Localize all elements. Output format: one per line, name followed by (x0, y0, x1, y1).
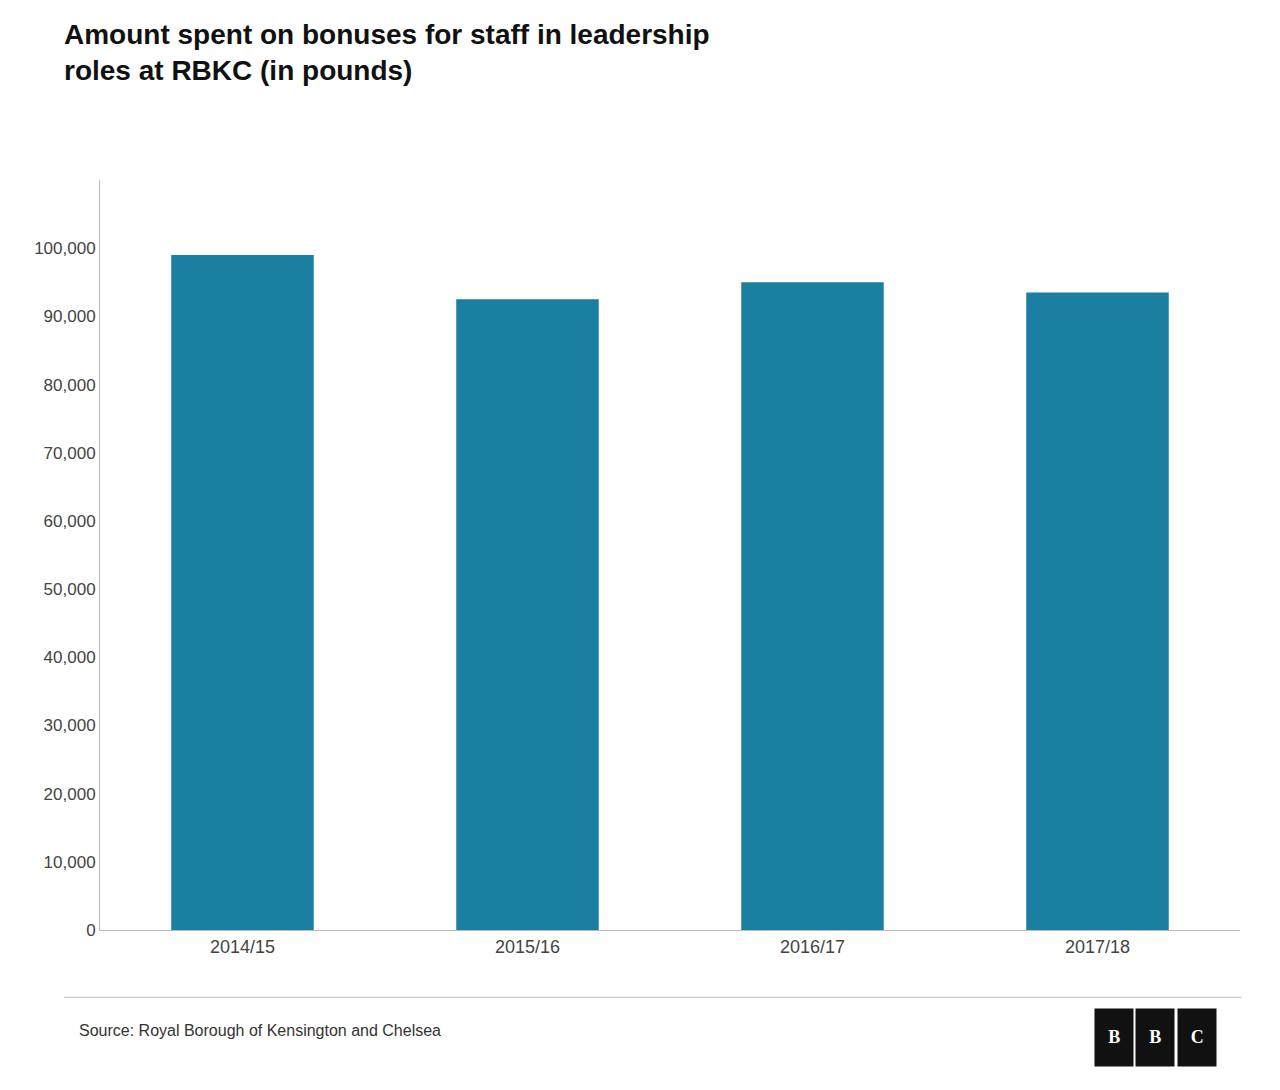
svg-text:2016/17: 2016/17 (780, 937, 845, 957)
svg-text:70,000: 70,000 (44, 444, 96, 463)
svg-text:C: C (1191, 1027, 1204, 1047)
svg-text:60,000: 60,000 (44, 512, 96, 531)
svg-text:Source: Royal Borough of Kensi: Source: Royal Borough of Kensington and … (79, 1022, 441, 1039)
svg-text:B: B (1108, 1027, 1120, 1047)
svg-text:40,000: 40,000 (44, 648, 96, 667)
svg-text:30,000: 30,000 (44, 716, 96, 735)
svg-text:2015/16: 2015/16 (495, 937, 560, 957)
svg-text:2014/15: 2014/15 (210, 937, 275, 957)
svg-text:Amount spent on bonuses for st: Amount spent on bonuses for staff in lea… (64, 19, 710, 86)
svg-text:0: 0 (86, 921, 95, 940)
svg-text:50,000: 50,000 (44, 580, 96, 599)
svg-text:10,000: 10,000 (44, 853, 96, 872)
svg-text:20,000: 20,000 (44, 785, 96, 804)
svg-text:2017/18: 2017/18 (1065, 937, 1130, 957)
svg-text:100,000: 100,000 (34, 239, 95, 258)
svg-text:80,000: 80,000 (44, 376, 96, 395)
svg-text:90,000: 90,000 (44, 307, 96, 326)
svg-text:B: B (1149, 1027, 1161, 1047)
